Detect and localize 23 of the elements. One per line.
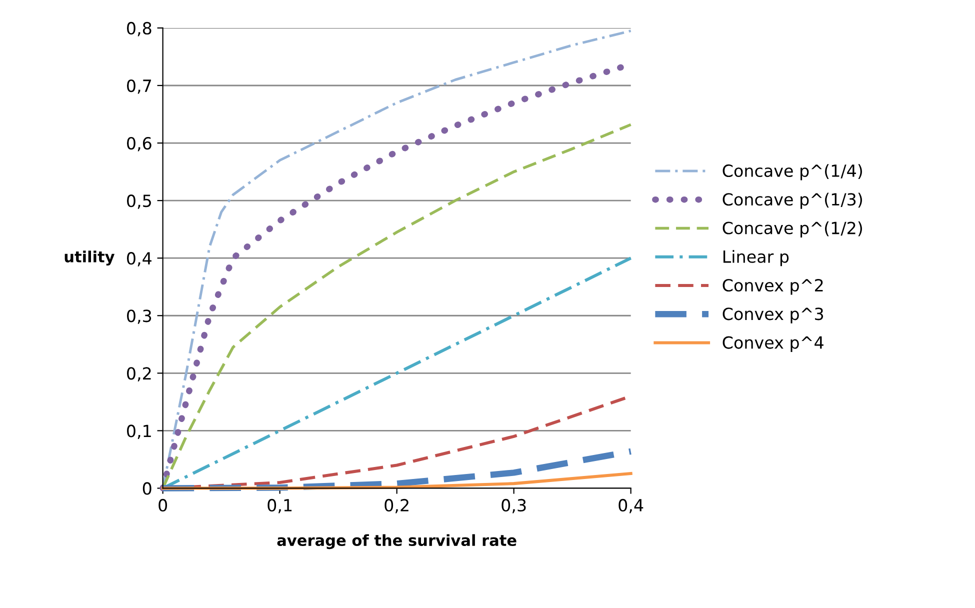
x-tick-label: 0,4 [618,498,644,514]
y-axis-title: utility [64,250,115,266]
y-tick-label: 0,1 [127,424,151,439]
legend-label: Concave p^(1/3) [722,192,862,209]
y-tick-label: 0,3 [127,310,152,324]
y-tick-label: 0,7 [127,79,151,94]
x-tick-label: 0,1 [268,498,292,514]
y-tick-label: 0,6 [127,136,152,152]
x-tick-label: 0 [158,498,168,512]
legend-label: Concave p^(1/4) [722,164,862,180]
x-axis-title: average of the survival rate [277,534,516,550]
x-tick-label: 0,2 [384,498,408,514]
y-tick-label: 0,4 [127,252,152,266]
legend-label: Concave p^(1/2) [722,221,862,238]
y-tick-label: 0,5 [127,194,151,209]
legend-label: Convex p^3 [722,308,824,324]
legend-label: Convex p^4 [722,336,824,352]
legend-label: Convex p^2 [722,278,823,295]
legend-label: Linear p [723,250,789,266]
y-tick-label: 0 [142,482,152,495]
y-tick-label: 0,2 [127,367,151,382]
x-tick-label: 0,3 [502,498,526,514]
y-tick-label: 0,8 [127,22,152,36]
